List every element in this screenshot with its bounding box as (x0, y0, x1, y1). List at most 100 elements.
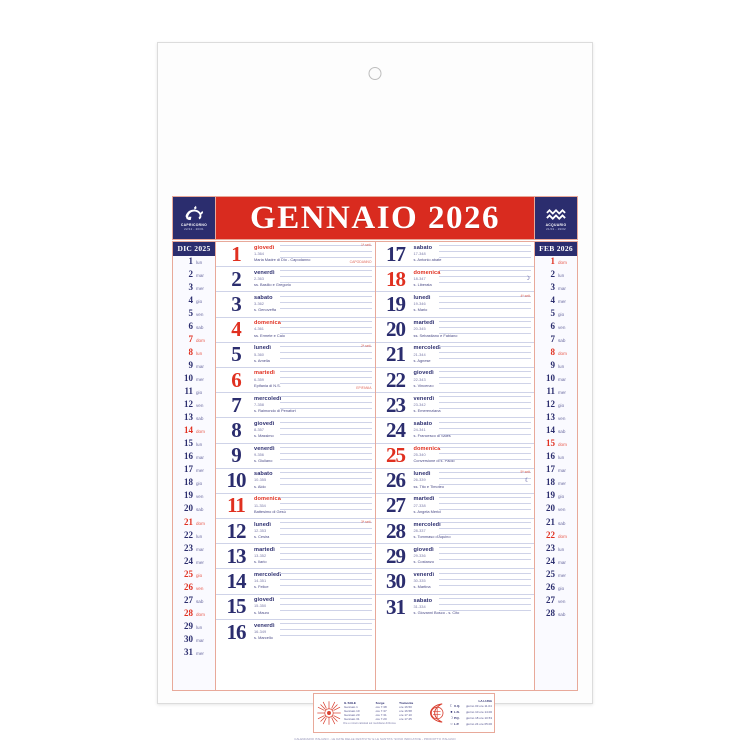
sidebar-day-row[interactable]: 24 mer (173, 556, 215, 570)
sidebar-day-row[interactable]: 8 dom (535, 347, 577, 361)
sidebar-day-row[interactable]: 3 mar (535, 282, 577, 296)
sidebar-day-row[interactable]: 16 lun (535, 452, 577, 465)
sidebar-day-row[interactable]: 26 gio (535, 582, 577, 596)
sidebar-day-row[interactable]: 13 ven (535, 413, 577, 426)
sidebar-day-row[interactable]: 21 sab (535, 517, 577, 531)
sidebar-day-row[interactable]: 28 dom (173, 608, 215, 622)
sidebar-day-row[interactable]: 20 sab (173, 504, 215, 517)
sidebar-day-row[interactable]: 19 gio (535, 491, 577, 504)
day-row[interactable]: 5 lunedì 5-360 s. Amelia 2ª sett. (216, 343, 375, 368)
sidebar-day-row[interactable]: 12 ven (173, 400, 215, 413)
sidebar-day-row[interactable]: 21 dom (173, 517, 215, 531)
sidebar-day-row[interactable]: 16 mar (173, 452, 215, 465)
sidebar-day-row[interactable]: 10 mar (535, 374, 577, 387)
day-row[interactable]: 30 venerdì 30-335 s. Martina (375, 569, 534, 595)
day-row[interactable]: 16 venerdì 16-349 s. Marcello (216, 620, 375, 645)
sidebar-day-row[interactable]: 9 mar (173, 360, 215, 374)
day-row[interactable]: 22 giovedì 22-343 s. Vincenzo (375, 368, 534, 394)
sidebar-day-row[interactable]: 1 lun (173, 256, 215, 270)
sidebar-day-row[interactable]: 7 dom (173, 334, 215, 348)
sidebar-day-row[interactable]: 3 mer (173, 282, 215, 296)
day-row[interactable]: 20 martedì 20-345 ss. Sebastiano e Fabiano (375, 318, 534, 343)
day-row[interactable]: 27 martedì 27-338 s. Angela Merici (375, 494, 534, 520)
sidebar-day-row[interactable]: 28 sab (535, 608, 577, 622)
day-row[interactable]: 6 martedì 6-359 Epifania di N.S. EPIFANIA (216, 368, 375, 394)
day-row[interactable]: 29 giovedì 29-336 s. Costanzo (375, 544, 534, 570)
sidebar-day-row[interactable]: 23 mar (173, 543, 215, 557)
sidebar-day-row[interactable]: 18 mer (535, 478, 577, 491)
sidebar-day-row[interactable]: 22 dom (535, 530, 577, 544)
day-info: martedì 27-338 s. Angela Merici (413, 497, 533, 514)
day-number: 17 (386, 241, 406, 266)
sidebar-day-row[interactable]: 9 lun (535, 360, 577, 374)
sidebar-day-row[interactable]: 10 mer (173, 374, 215, 387)
day-row[interactable]: 14 mercoledì 14-351 s. Felice (216, 569, 375, 595)
day-row[interactable]: 28 mercoledì 28-337 s. Tommaso d'Aquino (375, 519, 534, 545)
sidebar-day-row[interactable]: 14 sab (535, 426, 577, 439)
day-progressive: 27-338 (413, 502, 426, 508)
sidebar-day-row[interactable]: 15 lun (173, 439, 215, 452)
sidebar-day-row[interactable]: 27 ven (535, 595, 577, 609)
sidebar-day-row[interactable]: 25 mer (535, 569, 577, 583)
day-row[interactable]: 21 mercoledì 21-344 s. Agnese (375, 343, 534, 368)
sidebar-day-row[interactable]: 19 ven (173, 491, 215, 504)
sidebar-day-row[interactable]: 14 dom (173, 426, 215, 439)
day-row[interactable]: 13 martedì 13-352 s. Ilario (216, 544, 375, 570)
sidebar-day-row[interactable]: 18 gio (173, 478, 215, 491)
day-info: venerdì 2-363 ss. Basilio e Gregorio (253, 270, 373, 288)
day-row[interactable]: 23 venerdì 23-342 s. Emerenziana (375, 393, 534, 419)
sidebar-day-row[interactable]: 23 lun (535, 543, 577, 557)
day-row[interactable]: 25 domenica 25-340 Conversione di s. Paolo (375, 444, 534, 469)
day-row[interactable]: 15 giovedì 15-350 s. Mauro (216, 595, 375, 620)
sidebar-day-row[interactable]: 2 mar (173, 269, 215, 283)
day-row[interactable]: 18 domenica 18-347 s. Liberata ☽ (375, 267, 534, 293)
day-row[interactable]: 10 sabato 10-355 s. Aldo (216, 469, 375, 494)
day-row[interactable]: 2 venerdì 2-363 ss. Basilio e Gregorio (216, 267, 375, 293)
day-weekday: mercoledì (413, 345, 441, 352)
sidebar-day-weekday: sab (558, 337, 566, 343)
day-row[interactable]: 17 sabato 17-348 s. Antonio abate (375, 241, 534, 268)
day-row[interactable]: 31 sabato 31-334 s. Giovanni Bosco - s. Cit… (376, 595, 535, 620)
day-row[interactable]: 26 lunedì 26-339 ss. Tito e Timoteo 5ª sett.… (375, 469, 534, 494)
sidebar-day-row[interactable]: 12 gio (535, 400, 577, 413)
sidebar-day-row[interactable]: 13 sab (173, 413, 215, 426)
sidebar-day-row[interactable]: 1 dom (535, 256, 577, 270)
sidebar-day-row[interactable]: 15 dom (535, 439, 577, 452)
sidebar-day-weekday: gio (196, 390, 203, 396)
day-row[interactable]: 3 sabato 3-362 s. Genoveffa (216, 291, 375, 318)
sidebar-day-row[interactable]: 11 gio (173, 387, 215, 400)
sidebar-day-row[interactable]: 11 mer (535, 387, 577, 400)
day-info: giovedì 22-343 s. Vincenzo (413, 371, 533, 388)
sidebar-day-row[interactable]: 17 mar (535, 465, 577, 478)
sidebar-day-row[interactable]: 7 sab (535, 334, 577, 348)
day-row[interactable]: 12 lunedì 12-353 s. Cesira 3ª sett. (216, 519, 375, 545)
sidebar-day-row[interactable]: 22 lun (173, 530, 215, 544)
sidebar-day-row[interactable]: 5 gio (535, 308, 577, 322)
day-saint: s. Mauro (254, 609, 270, 615)
sidebar-day-row[interactable]: 24 mar (535, 556, 577, 570)
sidebar-day-row[interactable]: 4 mer (535, 295, 577, 309)
day-row[interactable]: 19 lunedì 19-346 s. Mario 4ª sett. (375, 292, 534, 318)
sidebar-day-row[interactable]: 27 sab (173, 595, 215, 609)
sidebar-day-row[interactable]: 29 lun (173, 621, 215, 635)
sidebar-day-row[interactable]: 6 ven (535, 321, 577, 335)
sidebar-day-row[interactable]: 17 mer (173, 465, 215, 478)
day-number: 3 (231, 291, 242, 316)
day-row[interactable]: 7 mercoledì 7-358 s. Raimondo di Penafort (216, 393, 375, 419)
day-row[interactable]: 11 domenica 11-354 Battesimo di Gesù (216, 494, 375, 520)
sidebar-day-row[interactable]: 20 ven (535, 504, 577, 517)
day-row[interactable]: 1 giovedì 1-364 Maria Madre di Dio - Capoda… (216, 242, 375, 268)
day-row[interactable]: 4 domenica 4-361 ss. Ermete e Caio (216, 318, 375, 343)
day-row[interactable]: 8 giovedì 8-357 s. Massimo (216, 418, 375, 444)
sidebar-day-row[interactable]: 6 sab (173, 321, 215, 335)
sidebar-day-row[interactable]: 25 gio (173, 569, 215, 583)
sidebar-day-row[interactable]: 2 lun (535, 269, 577, 283)
day-row[interactable]: 24 sabato 24-341 s. Francesco di Sales (375, 418, 534, 444)
sidebar-day-row[interactable]: 30 mar (173, 634, 215, 648)
sidebar-day-row[interactable]: 5 ven (173, 308, 215, 322)
sidebar-day-row[interactable]: 26 ven (173, 582, 215, 596)
sidebar-day-row[interactable]: 8 lun (173, 347, 215, 361)
day-row[interactable]: 9 venerdì 9-356 s. Giuliano (216, 444, 375, 469)
sidebar-day-row[interactable]: 31 mer (173, 647, 215, 661)
sidebar-day-row[interactable]: 4 gio (173, 295, 215, 309)
